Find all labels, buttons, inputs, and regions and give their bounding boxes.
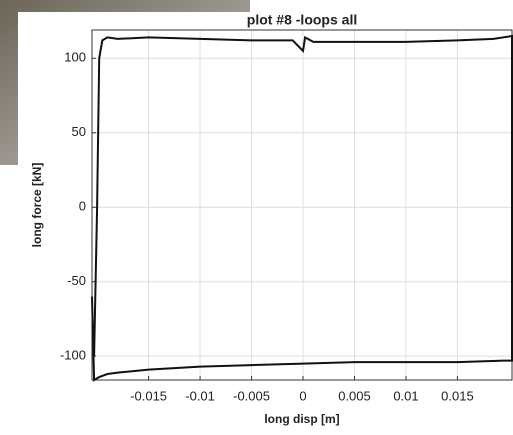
y-tick-label: -100 [60,348,86,363]
x-tick-label: -0.005 [233,388,270,403]
x-tick-label: 0 [299,388,306,403]
y-tick-label: -50 [67,273,86,288]
x-tick-label: -0.015 [130,388,167,403]
chart-title: plot #8 -loops all [247,12,357,28]
y-tick-label: 100 [64,50,86,65]
y-tick-label: 50 [72,124,86,139]
x-axis-label: long disp [m] [264,412,339,426]
x-tick-label: -0.01 [185,388,215,403]
y-tick-label: 0 [79,199,86,214]
x-tick-label: 0.015 [441,388,474,403]
y-axis-label: long force [kN] [30,163,44,248]
figure-area [18,12,513,430]
x-tick-label: 0.01 [393,388,418,403]
data-line [91,34,513,382]
x-tick-label: 0.005 [338,388,371,403]
